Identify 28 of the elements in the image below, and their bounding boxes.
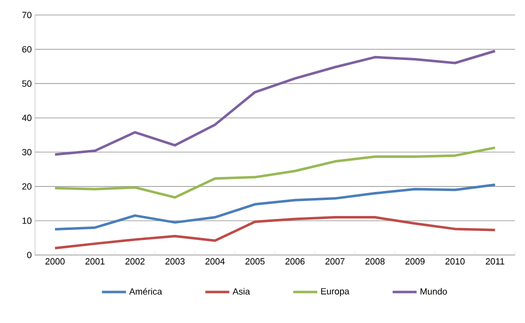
y-tick-label: 50: [22, 80, 32, 87]
x-tick-label: 2000: [45, 258, 65, 265]
legend-label: América: [129, 288, 162, 295]
line-series: [54, 50, 496, 156]
y-tick-label: 70: [22, 12, 32, 18]
line-series: [54, 183, 496, 231]
legend-label: Asia: [232, 288, 250, 295]
x-tick-label: 2009: [405, 258, 425, 265]
legend-label: Europa: [321, 288, 350, 296]
y-tick-label: 40: [22, 114, 32, 122]
line-series: [54, 216, 496, 250]
y-tick-label: 10: [22, 218, 32, 224]
y-tick-label: 30: [22, 148, 32, 156]
x-tick-label: 2006: [285, 258, 305, 265]
x-tick-label: 2001: [85, 258, 105, 265]
x-tick-label: 2002: [125, 258, 145, 265]
x-tick-label: 2011: [486, 258, 504, 265]
x-tick-label: 2003: [165, 258, 185, 265]
x-tick-label: 2008: [365, 258, 385, 265]
line-series: [54, 146, 496, 199]
x-tick-label: 2005: [245, 258, 265, 265]
x-tick-label: 2004: [205, 258, 225, 265]
y-tick-label: 60: [22, 46, 32, 52]
y-tick-label: 20: [22, 183, 32, 190]
x-tick-label: 2010: [445, 258, 465, 265]
y-tick-label: 0: [27, 252, 32, 258]
x-tick-label: 2007: [325, 258, 345, 265]
legend-label: Mundo: [420, 288, 447, 295]
